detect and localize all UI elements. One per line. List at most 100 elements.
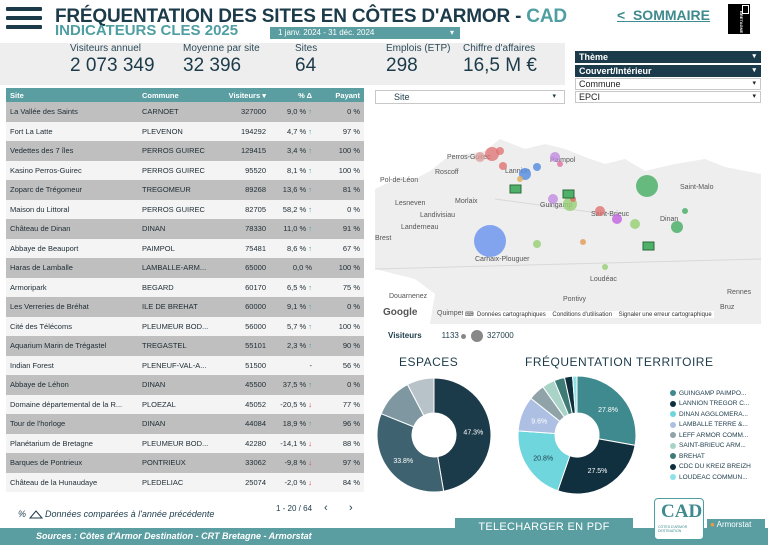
cell-delta-value: 6,5 % (286, 282, 307, 292)
table-row[interactable]: Abbaye de Léhon DINAN 45500 37,5 % ↑ 0 % (6, 375, 364, 395)
map-attribution-report[interactable]: Signaler une erreur cartographique (618, 312, 712, 318)
donut-slice[interactable] (576, 375, 637, 446)
map-canvas[interactable]: Perros-Guirec Paimpol Lannion Roscoff Mo… (375, 119, 761, 324)
table-row[interactable]: Tour de l'horloge DINAN 44084 18,9 % ↑ 96 % (6, 414, 364, 434)
couvert-filter[interactable]: Couvert/Intérieur ▾ (575, 65, 761, 77)
cell-site: Aquarium Marin de Trégastel (6, 336, 138, 356)
kpi-label: Moyenne par site (183, 43, 260, 54)
map-marker[interactable] (485, 147, 499, 161)
epci-filter[interactable]: EPCI ▾ (575, 91, 761, 103)
kpi-emplois: Emplois (ETP) 298 (386, 43, 450, 77)
donut-slice[interactable] (572, 375, 578, 414)
sommaire-label: SOMMAIRE (632, 7, 710, 23)
table-row[interactable]: Domaine départemental de la R... PLOEZAL 4… (6, 394, 364, 414)
donut-slice[interactable] (517, 430, 571, 492)
map-marker[interactable] (533, 163, 541, 171)
donut-slice[interactable] (557, 438, 636, 495)
sites-map[interactable]: Perros-Guirec Paimpol Lannion Roscoff Mo… (375, 119, 761, 324)
kpi-value: 2 073 349 (70, 55, 155, 76)
table-row[interactable]: La Vallée des Saints CARNOET 327000 9,0 % ↑… (6, 102, 364, 122)
commune-filter[interactable]: Commune ▾ (575, 78, 761, 90)
table-row[interactable]: Indian Forest PLENEUF-VAL-A... 51500 - 56 % (6, 355, 364, 375)
map-marker[interactable] (682, 208, 688, 214)
legend-item[interactable]: LANNION TREGOR C... (670, 399, 751, 410)
map-marker[interactable] (533, 240, 541, 248)
sommaire-link[interactable]: < SOMMAIRE (617, 7, 710, 23)
table-row[interactable]: Abbaye de Beauport PAIMPOL 75481 8,6 % ↑ 67 … (6, 238, 364, 258)
table-row[interactable]: Planétarium de Bretagne PLEUMEUR BOD... 42… (6, 433, 364, 453)
map-marker[interactable] (612, 214, 622, 224)
table-row[interactable]: Kasino Perros-Guirec PERROS GUIREC 95520 8,… (6, 160, 364, 180)
legend-item[interactable]: LOUDEAC COMMUN... (670, 472, 751, 483)
cell-delta: 18,9 % ↑ (270, 414, 316, 434)
table-row[interactable]: Château de Dinan DINAN 78330 11,0 % ↑ 91 % (6, 219, 364, 239)
cell-site: Maison du Littoral (6, 199, 138, 219)
next-page-button[interactable]: › (349, 502, 353, 514)
col-payant[interactable]: Payant (316, 88, 364, 102)
map-marker[interactable] (671, 221, 683, 233)
date-range-filter[interactable]: 1 janv. 2024 - 31 déc. 2024 ▾ (270, 27, 460, 39)
table-row[interactable]: Barques de Pontrieux PONTRIEUX 33062 -9,8 %… (6, 453, 364, 473)
cell-delta: -2,0 % ↓ (270, 472, 316, 492)
col-site[interactable]: Site (6, 88, 138, 102)
map-marker[interactable] (509, 184, 522, 194)
cell-site: Tour de l'horloge (6, 414, 138, 434)
map-marker[interactable] (636, 175, 658, 197)
menu-icon[interactable] (6, 7, 42, 35)
kpi-moyenne: Moyenne par site 32 396 (183, 43, 260, 77)
donut-slice[interactable] (433, 377, 492, 492)
donut-slice[interactable] (376, 413, 445, 493)
map-marker[interactable] (499, 162, 507, 170)
espaces-donut-chart[interactable]: 47.3% 33.8% (374, 375, 494, 495)
table-row[interactable]: Zoparc de Trégomeur TREGOMEUR 89268 13,6 % … (6, 180, 364, 200)
map-marker[interactable] (580, 239, 586, 245)
theme-filter-label: Thème (579, 52, 609, 62)
legend-item[interactable]: CDC DU KREIZ BREIZH (670, 462, 751, 473)
col-delta[interactable]: % Δ (270, 88, 316, 102)
table-row[interactable]: Armoripark BEGARD 60170 6,5 % ↑ 75 % (6, 277, 364, 297)
table-row[interactable]: Fort La Latte PLEVENON 194292 4,7 % ↑ 97 % (6, 121, 364, 141)
map-marker[interactable] (496, 147, 504, 155)
map-marker[interactable] (474, 225, 506, 257)
map-marker[interactable] (630, 219, 640, 229)
map-marker[interactable] (595, 206, 605, 216)
map-marker[interactable] (550, 152, 560, 162)
legend-item[interactable]: SAINT-BRIEUC ARM... (670, 441, 751, 452)
map-marker[interactable] (557, 161, 563, 167)
table-row[interactable]: Les Verreries de Bréhat ILE DE BREHAT 6000… (6, 297, 364, 317)
arrow-down-icon: ↓ (308, 477, 312, 487)
table-row[interactable]: Aquarium Marin de Trégastel TREGASTEL 5510… (6, 336, 364, 356)
cell-commune: TREGOMEUR (138, 180, 216, 200)
table-row[interactable]: Vedettes des 7 îles PERROS GUIREC 129415 3,… (6, 141, 364, 161)
map-attribution-data[interactable]: Données cartographiques (477, 312, 546, 318)
site-filter[interactable]: Site ▾ (375, 90, 565, 104)
donut-slice[interactable] (406, 377, 435, 417)
prev-page-button[interactable]: ‹ (324, 502, 328, 514)
table-row[interactable]: Cité des Télécoms PLEUMEUR BOD... 56000 5,7… (6, 316, 364, 336)
legend-item[interactable]: DINAN AGGLOMERA... (670, 409, 751, 420)
map-marker[interactable] (562, 189, 575, 199)
cell-delta: -9,8 % ↓ (270, 453, 316, 473)
legend-item[interactable]: GUINGAMP PAIMPO... (670, 388, 751, 399)
download-pdf-button[interactable]: TELECHARGER EN PDF (455, 518, 633, 536)
map-marker[interactable] (517, 176, 523, 182)
cell-payant: 84 % (316, 472, 364, 492)
legend-item[interactable]: LAMBALLE TERRE &... (670, 420, 751, 431)
map-marker[interactable] (602, 264, 608, 270)
territoire-donut-chart[interactable]: 27.8% 27.5% 20.8% 9.6% (515, 373, 639, 497)
legend-item[interactable]: LEFF ARMOR COMM... (670, 430, 751, 441)
table-row[interactable]: Haras de Lamballe LAMBALLE-ARM... 65000 0,0… (6, 258, 364, 278)
footnote-text: Données comparées à l'année précédente (45, 509, 215, 519)
table-row[interactable]: Château de la Hunaudaye PLEDELIAC 25074 -2,… (6, 472, 364, 492)
col-visiteurs[interactable]: Visiteurs ▾ (216, 88, 270, 102)
legend-item[interactable]: BREHAT (670, 451, 751, 462)
map-marker[interactable] (475, 152, 485, 162)
map-marker[interactable] (548, 194, 558, 204)
map-attribution-terms[interactable]: Conditions d'utilisation (552, 312, 612, 318)
table-row[interactable]: Maison du Littoral PERROS GUIREC 82705 58,2… (6, 199, 364, 219)
map-marker[interactable] (642, 241, 655, 251)
cell-site: Château de la Hunaudaye (6, 472, 138, 492)
theme-filter[interactable]: Thème ▾ (575, 51, 761, 63)
col-commune[interactable]: Commune (138, 88, 216, 102)
cell-delta-value: - (309, 360, 313, 370)
